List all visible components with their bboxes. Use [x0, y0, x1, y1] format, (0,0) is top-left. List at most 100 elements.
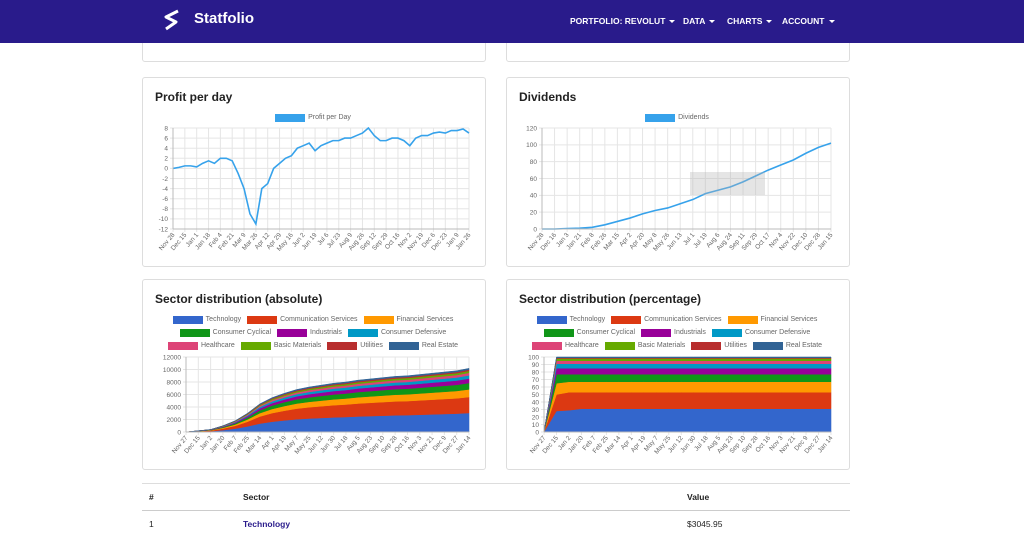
legend-item: Basic Materials — [605, 340, 685, 351]
legend-label: Consumer Cyclical — [577, 329, 635, 336]
logo-icon — [163, 9, 181, 31]
legend-label: Basic Materials — [638, 342, 685, 349]
sector-table: # Sector Value 1 Technology $3045.95 — [142, 483, 850, 537]
legend-item: Technology — [173, 314, 241, 325]
y-tick-label: 8000 — [167, 379, 182, 386]
legend-swatch — [544, 329, 574, 337]
legend: Dividends — [525, 112, 829, 123]
legend-swatch — [348, 329, 378, 337]
y-tick-label: 80 — [532, 369, 540, 376]
legend-swatch — [753, 342, 783, 350]
legend-label: Industrials — [310, 329, 342, 336]
y-tick-label: -4 — [162, 186, 168, 193]
legend-item: Communication Services — [611, 314, 721, 325]
y-tick-label: 40 — [530, 193, 538, 200]
legend-item: Consumer Cyclical — [544, 327, 635, 338]
legend-label: Utilities — [360, 342, 383, 349]
legend-label: Consumer Defensive — [745, 329, 810, 336]
y-tick-label: 0 — [535, 429, 539, 436]
navbar: Statfolio PORTFOLIO: REVOLUT DATA CHARTS… — [0, 0, 1024, 43]
table-header: # Sector Value — [142, 484, 850, 511]
legend-swatch — [532, 342, 562, 350]
y-tick-label: 100 — [526, 142, 537, 149]
cell: $3045.95 — [680, 511, 850, 537]
y-tick-label: 80 — [530, 159, 538, 166]
legend-item: Real Estate — [753, 340, 822, 351]
legend-label: Industrials — [674, 329, 706, 336]
chart-title: Dividends — [519, 90, 577, 104]
y-tick-label: 8 — [164, 125, 168, 132]
selection-highlight — [690, 172, 765, 195]
data-line — [173, 128, 469, 224]
chart-title: Sector distribution (absolute) — [155, 292, 322, 306]
cell: 1 — [142, 511, 236, 537]
legend-label: Dividends — [678, 114, 709, 121]
legend-swatch — [247, 316, 277, 324]
nav-item[interactable]: DATA — [683, 16, 715, 26]
legend-label: Profit per Day — [308, 114, 351, 121]
legend-label: Financial Services — [397, 316, 454, 323]
legend-item: Industrials — [277, 327, 342, 338]
legend-item: Financial Services — [728, 314, 818, 325]
legend-swatch — [173, 316, 203, 324]
y-tick-label: 6 — [164, 135, 168, 142]
legend-swatch — [168, 342, 198, 350]
legend-swatch — [364, 316, 394, 324]
legend-swatch — [605, 342, 635, 350]
legend-swatch — [327, 342, 357, 350]
y-tick-label: 0 — [533, 226, 537, 233]
legend-item: Technology — [537, 314, 605, 325]
legend-label: Communication Services — [280, 316, 357, 323]
brand[interactable]: Statfolio — [194, 10, 254, 27]
y-tick-label: 6000 — [167, 392, 182, 399]
legend: Technology Communication Services Financia… — [161, 314, 465, 351]
legend: Technology Communication Services Financia… — [525, 314, 829, 351]
sector-link[interactable]: Technology — [236, 511, 680, 537]
legend-swatch — [645, 114, 675, 122]
legend-label: Basic Materials — [274, 342, 321, 349]
y-tick-label: 60 — [530, 176, 538, 183]
y-tick-label: -12 — [159, 226, 169, 233]
legend-item: Basic Materials — [241, 340, 321, 351]
y-tick-label: 10 — [532, 422, 540, 429]
legend-swatch — [537, 316, 567, 324]
y-tick-label: 90 — [532, 362, 540, 369]
y-tick-label: -2 — [162, 176, 168, 183]
legend-item: Consumer Defensive — [712, 327, 810, 338]
y-tick-label: 60 — [532, 384, 540, 391]
nav-item[interactable]: ACCOUNT — [782, 16, 835, 26]
y-tick-label: 4 — [164, 146, 168, 153]
legend-item: Communication Services — [247, 314, 357, 325]
legend-item: Healthcare — [168, 340, 235, 351]
legend-item: Consumer Cyclical — [180, 327, 271, 338]
legend-swatch — [389, 342, 419, 350]
y-tick-label: 0 — [177, 429, 181, 436]
legend-label: Real Estate — [422, 342, 458, 349]
legend-label: Healthcare — [201, 342, 235, 349]
chart-title: Sector distribution (percentage) — [519, 292, 701, 306]
y-tick-label: 2000 — [167, 417, 182, 424]
legend-label: Real Estate — [786, 342, 822, 349]
data-line — [542, 143, 831, 229]
legend-item: Utilities — [691, 340, 747, 351]
legend-label: Consumer Cyclical — [213, 329, 271, 336]
table-row: 1 Technology $3045.95 — [142, 511, 850, 537]
legend: Profit per Day — [161, 112, 465, 123]
legend-item: Financial Services — [364, 314, 454, 325]
legend-swatch — [180, 329, 210, 337]
nav-item[interactable]: PORTFOLIO: REVOLUT — [570, 16, 675, 26]
y-tick-label: 50 — [532, 392, 540, 399]
area-segment — [544, 409, 831, 432]
y-tick-label: -8 — [162, 206, 168, 213]
legend-swatch — [277, 329, 307, 337]
y-tick-label: 120 — [526, 125, 537, 132]
y-tick-label: 0 — [164, 166, 168, 173]
nav-item[interactable]: CHARTS — [727, 16, 772, 26]
y-tick-label: 20 — [532, 414, 540, 421]
